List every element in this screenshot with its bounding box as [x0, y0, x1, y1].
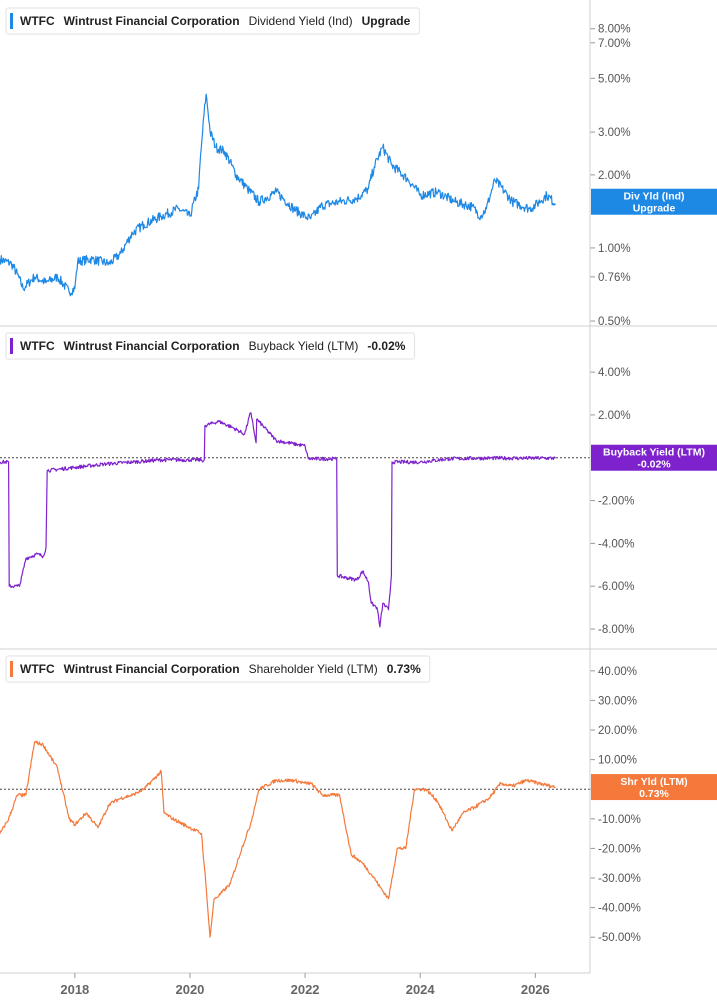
legend-company: Wintrust Financial Corporation [64, 339, 240, 353]
y-tick-label: 40.00% [598, 666, 637, 678]
x-tick-label: 2024 [406, 982, 436, 997]
legend-color-swatch [10, 13, 13, 29]
value-flag-label: Div Yld (Ind) [623, 191, 684, 203]
y-tick-label: 5.00% [598, 73, 631, 85]
y-tick-label: -2.00% [598, 496, 634, 508]
value-flag-background [591, 188, 717, 215]
legend-ticker: WTFC [20, 662, 55, 676]
value-flag-value: -0.02% [637, 459, 671, 471]
y-tick-label: -10.00% [598, 814, 641, 826]
chart-panel-2: 4.00% 2.00% -2.00% -4.00% -6.00% -8.00% Buybac… [0, 325, 717, 636]
legend-value: 0.73% [387, 662, 421, 676]
series-line [0, 740, 556, 938]
legend-background [5, 7, 420, 35]
value-flag: Shr Yld (LTM)0.73% [591, 774, 717, 801]
y-tick-label: 2.00% [598, 410, 631, 422]
y-tick-label: 0.50% [598, 316, 631, 328]
legend-value: Upgrade [362, 14, 411, 28]
x-tick-label: 2020 [175, 982, 204, 997]
legend-box-1[interactable]: WTFC Wintrust Financial Corporation Divide… [5, 7, 420, 35]
value-flag: Div Yld (Ind)Upgrade [591, 188, 717, 215]
legend-metric: Shareholder Yield (LTM) [249, 662, 378, 676]
value-flag-background [591, 444, 717, 471]
legend-ticker: WTFC [20, 339, 55, 353]
chart-panel-3: 40.00%30.00%20.00%10.00%0.00%-10.00%-20.… [0, 648, 717, 944]
y-tick-label: -4.00% [598, 538, 634, 550]
value-flag: Buyback Yield (LTM)-0.02% [591, 444, 717, 471]
legend-color-swatch [10, 338, 13, 354]
legend-background [5, 655, 431, 683]
legend-metric: Dividend Yield (Ind) [249, 14, 353, 28]
y-tick-label: 4.00% [598, 367, 631, 379]
x-tick-label: 2022 [291, 982, 320, 997]
y-tick-label: -6.00% [598, 581, 634, 593]
value-flag-background [591, 774, 717, 801]
legend-value: -0.02% [367, 339, 405, 353]
legend-ticker: WTFC [20, 14, 55, 28]
y-tick-label: -40.00% [598, 903, 641, 915]
y-tick-label: 7.00% [598, 38, 631, 50]
legend-color-swatch [10, 661, 13, 677]
y-tick-label: -8.00% [598, 624, 634, 636]
y-tick-label: 8.00% [598, 24, 631, 36]
value-flag-value: 0.73% [639, 788, 669, 800]
legend-box-2[interactable]: WTFC Wintrust Financial Corporation Buybac… [5, 332, 415, 360]
x-tick-label: 2018 [60, 982, 89, 997]
legend-box-3[interactable]: WTFC Wintrust Financial Corporation Shareh… [5, 655, 431, 683]
y-tick-label: 3.00% [598, 127, 631, 139]
legend-background [5, 332, 415, 360]
value-flag-value: Upgrade [633, 203, 676, 215]
y-tick-label: 20.00% [598, 725, 637, 737]
y-tick-label: 0.76% [598, 272, 631, 284]
y-tick-label: 30.00% [598, 695, 637, 707]
y-tick-label: -20.00% [598, 843, 641, 855]
y-tick-label: -30.00% [598, 873, 641, 885]
legend-company: Wintrust Financial Corporation [64, 662, 240, 676]
legend-company: Wintrust Financial Corporation [64, 14, 240, 28]
legend-metric: Buyback Yield (LTM) [249, 339, 359, 353]
x-axis: 2018 2020 2022 2024 2026 [0, 0, 591, 997]
y-tick-label: -50.00% [598, 932, 641, 944]
y-tick-label: 1.00% [598, 243, 631, 255]
series-line [0, 93, 556, 297]
x-tick-label: 2026 [521, 982, 550, 997]
value-flag-label: Shr Yld (LTM) [620, 776, 687, 788]
series-line [0, 412, 556, 628]
chart-panel-1: 8.00% 7.00% 5.00% 3.00% 2.00% 1.00% 0.76% 0.50%… [0, 24, 717, 328]
y-tick-label: 2.00% [598, 170, 631, 182]
y-tick-label: 10.00% [598, 755, 637, 767]
value-flag-label: Buyback Yield (LTM) [603, 447, 705, 459]
